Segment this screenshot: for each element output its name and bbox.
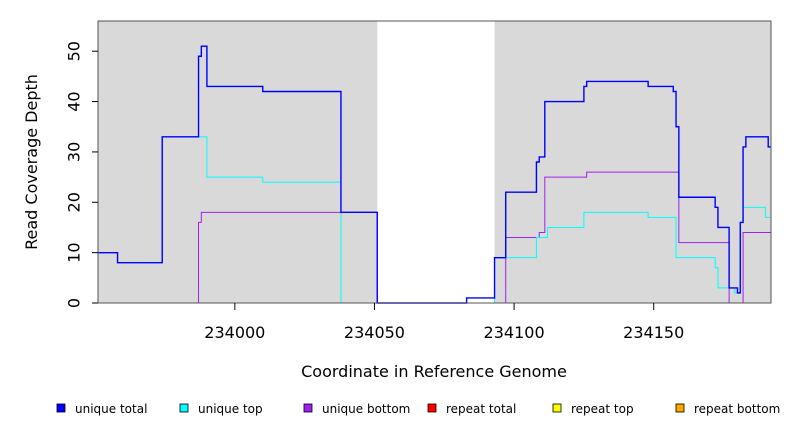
legend-swatch xyxy=(675,403,685,413)
legend-label: unique total xyxy=(75,402,147,416)
x-tick-label: 234000 xyxy=(204,323,265,342)
legend-item-unique-total: unique total xyxy=(56,402,147,416)
y-tick-label: 0 xyxy=(65,298,84,308)
legend-label: unique bottom xyxy=(322,402,410,416)
legend-swatch xyxy=(56,403,66,413)
legend-swatch xyxy=(179,403,189,413)
shaded-region-0 xyxy=(98,21,378,303)
x-tick-label: 234100 xyxy=(484,323,545,342)
x-axis-label: Coordinate in Reference Genome xyxy=(301,362,567,381)
y-tick-label: 20 xyxy=(65,192,84,212)
plot-frame xyxy=(97,20,772,304)
legend-item-repeat-top: repeat top xyxy=(552,402,634,416)
legend-swatch xyxy=(427,403,437,413)
legend-swatch xyxy=(552,403,562,413)
x-axis: 234000 234050 234100 234150 xyxy=(204,303,684,342)
legend-label: unique top xyxy=(198,402,263,416)
series-line-unique-total xyxy=(98,45,771,304)
shaded-region-1 xyxy=(494,21,771,303)
y-tick-label: 10 xyxy=(65,242,84,262)
legend-swatch xyxy=(303,403,313,413)
legend-label: repeat total xyxy=(446,402,516,416)
y-axis: 0 10 20 30 40 50 xyxy=(65,41,98,308)
x-tick-label: 234050 xyxy=(344,323,405,342)
y-tick-label: 50 xyxy=(65,41,84,61)
legend: unique total unique top unique bottom repea… xyxy=(56,402,780,416)
legend-item-unique-top: unique top xyxy=(179,402,263,416)
y-tick-label: 40 xyxy=(65,91,84,111)
shaded-regions xyxy=(98,21,771,303)
legend-label: repeat bottom xyxy=(694,402,780,416)
y-axis-label: Read Coverage Depth xyxy=(22,74,41,250)
legend-item-repeat-total: repeat total xyxy=(427,402,516,416)
legend-item-unique-bottom: unique bottom xyxy=(303,402,410,416)
legend-label: repeat top xyxy=(571,402,634,416)
legend-item-repeat-bottom: repeat bottom xyxy=(675,402,780,416)
x-tick-label: 234150 xyxy=(623,323,684,342)
y-tick-label: 30 xyxy=(65,142,84,162)
plot-border xyxy=(97,20,772,304)
